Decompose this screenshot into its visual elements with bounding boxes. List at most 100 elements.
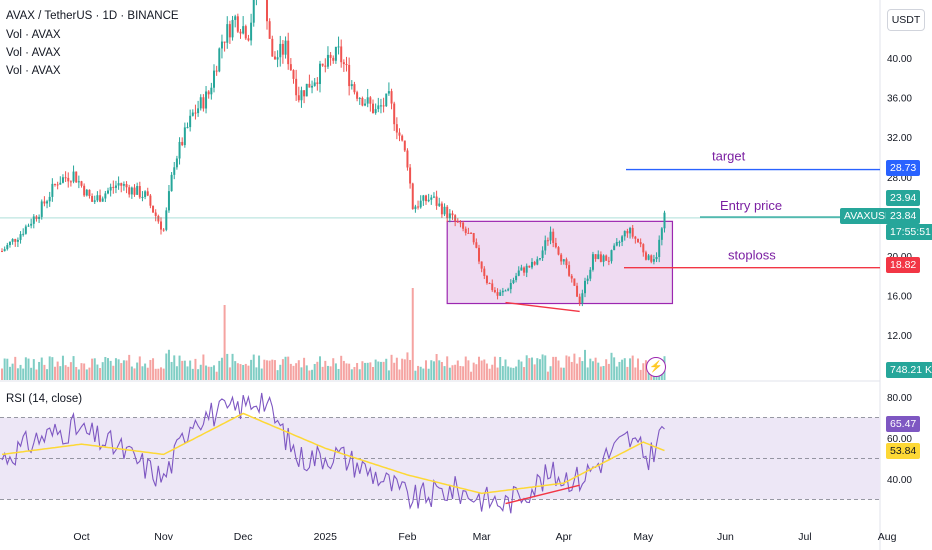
candle-body: [91, 196, 94, 202]
volume-bar: [43, 364, 46, 380]
candle-body: [141, 196, 144, 198]
candle-body: [560, 254, 563, 262]
candle-body: [109, 186, 112, 191]
indicator-vol-1[interactable]: Vol · AVAX: [6, 29, 61, 41]
lightning-icon[interactable]: ⚡: [646, 357, 666, 377]
candle-body: [493, 290, 496, 293]
volume-bar: [586, 367, 589, 380]
candle-body: [398, 132, 401, 136]
volume-bar: [157, 368, 160, 380]
volume-bar: [430, 360, 433, 380]
time-tick-label: Apr: [556, 531, 573, 543]
range-box: [446, 220, 674, 305]
volume-bar: [271, 359, 274, 380]
volume-bar: [266, 360, 268, 380]
volume-bar: [562, 367, 565, 380]
candle-body: [244, 26, 247, 39]
volume-bar: [308, 370, 311, 380]
time-tick-label: May: [633, 531, 654, 543]
rsi-title[interactable]: RSI (14, close): [6, 393, 83, 405]
candle-body: [531, 261, 533, 268]
volume-bar: [372, 366, 374, 380]
candle-body: [586, 278, 589, 281]
candle-body: [107, 190, 109, 194]
candle-body: [289, 64, 292, 71]
indicator-vol-3[interactable]: Vol · AVAX: [6, 65, 61, 77]
candle-body: [279, 43, 282, 58]
volume-bar: [599, 366, 602, 380]
volume-bar: [189, 360, 192, 380]
volume-bar: [32, 359, 35, 380]
volume-bar: [345, 363, 348, 380]
candle-body: [122, 184, 125, 186]
candle-body: [393, 103, 396, 125]
candle-body: [80, 181, 83, 186]
volume-bar: [61, 355, 64, 380]
volume-bar: [297, 360, 300, 380]
volume-bar: [589, 358, 592, 380]
volume-bar: [631, 355, 634, 380]
candle-body: [387, 91, 390, 94]
candle-body: [483, 268, 486, 276]
volume-bar: [459, 365, 462, 380]
candle-body: [120, 183, 123, 186]
volume-bar: [573, 353, 576, 380]
candle-body: [295, 78, 298, 96]
candle-body: [319, 63, 321, 84]
candle-body: [173, 167, 176, 175]
volume-bar: [109, 360, 112, 380]
candle-body: [197, 108, 200, 114]
volume-bar: [576, 363, 579, 380]
volume-bar: [160, 367, 162, 380]
candle-body: [488, 283, 491, 285]
candle-body: [326, 54, 329, 67]
candle-body: [54, 183, 56, 185]
volume-bar: [512, 367, 515, 380]
volume-bar: [570, 361, 573, 380]
candle-body: [136, 186, 139, 195]
level-lines: target Entry price stoploss: [0, 149, 880, 269]
candle-body: [268, 21, 271, 39]
volume-bar: [38, 361, 41, 380]
candle-body: [573, 278, 576, 286]
candle-body: [350, 84, 353, 87]
candle-body: [30, 223, 33, 226]
candle-body: [501, 290, 504, 293]
volume-bar: [610, 352, 613, 380]
volume-bar: [591, 361, 594, 380]
candle-body: [300, 90, 303, 101]
candle-body: [427, 199, 430, 202]
candle-body: [144, 191, 147, 197]
candle-body: [459, 222, 462, 224]
volume-bar: [104, 356, 107, 380]
candle-body: [401, 135, 404, 141]
symbol-title[interactable]: AVAX / TetherUS · 1D · BINANCE: [6, 10, 179, 22]
volume-bar: [470, 371, 473, 380]
volume-bar: [515, 366, 518, 380]
volume-bar: [30, 367, 33, 380]
candle-body: [568, 265, 571, 276]
candle-body: [432, 196, 435, 198]
volume-bar: [316, 361, 319, 380]
currency-selector[interactable]: USDT: [887, 9, 925, 31]
candle-body: [194, 112, 197, 114]
volume-bar: [475, 364, 478, 380]
volume-bar: [464, 356, 467, 380]
volume-bar: [639, 369, 642, 380]
volume-bar: [125, 360, 128, 380]
volume-bar: [406, 352, 409, 380]
candle-body: [220, 41, 223, 49]
candle-body: [67, 177, 70, 182]
volume-tag: 748.21 K: [886, 362, 932, 378]
indicator-vol-2[interactable]: Vol · AVAX: [6, 47, 61, 59]
candle-body: [451, 213, 454, 216]
candle-body: [517, 270, 520, 276]
volume-bar: [454, 364, 457, 380]
volume-bar: [14, 356, 17, 380]
candle-body: [213, 70, 215, 88]
candle-body: [305, 83, 308, 97]
candle-body: [152, 205, 155, 213]
range-box-layer: [446, 220, 674, 313]
candle-body: [48, 196, 51, 202]
